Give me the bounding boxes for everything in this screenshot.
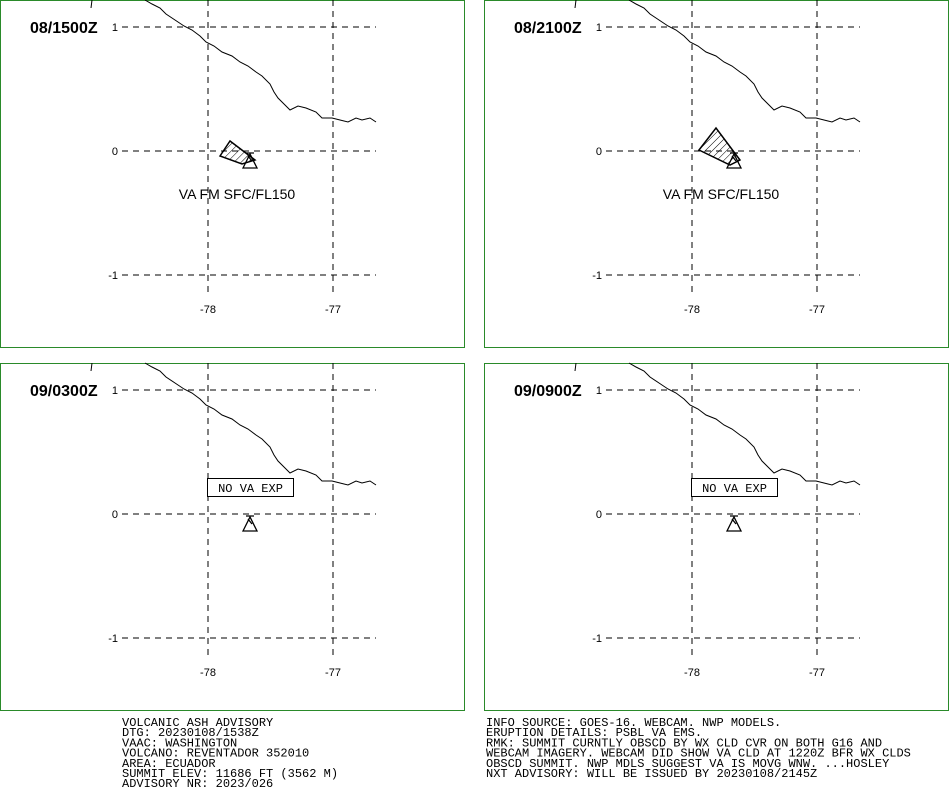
coast-stub xyxy=(574,0,577,9)
volcano-symbol xyxy=(725,515,743,532)
coastline xyxy=(144,362,377,486)
lat-label: 1 xyxy=(596,22,602,34)
panel-frame xyxy=(0,0,465,348)
lon-label: -78 xyxy=(200,667,216,679)
advisory-line: NXT ADVISORY: WILL BE ISSUED BY 20230108… xyxy=(486,767,817,781)
map-panel: 1 0 -1 -78 -77 09/0900Z NO VA EXP xyxy=(484,362,949,711)
advisory-line: AREA: ECUADOR xyxy=(122,757,216,771)
advisory-line: WEBCAM IMAGERY. WEBCAM DID SHOW VA CLD A… xyxy=(486,747,911,761)
lat-label: 1 xyxy=(596,385,602,397)
lat-label: 0 xyxy=(596,146,602,158)
lon-label: -77 xyxy=(325,304,341,316)
lon-label: -78 xyxy=(684,304,700,316)
lat-label: 0 xyxy=(112,509,118,521)
advisory-line: INFO SOURCE: GOES-16. WEBCAM. NWP MODELS… xyxy=(486,716,781,730)
ash-cloud xyxy=(218,139,257,165)
lat-label: 1 xyxy=(112,22,118,34)
lon-label: -77 xyxy=(809,304,825,316)
advisory-line: ADVISORY NR: 2023/026 xyxy=(122,777,273,791)
coastline xyxy=(628,362,861,486)
advisory-line: RMK: SUMMIT CURNTLY OBSCD BY WX CLD CVR … xyxy=(486,736,882,750)
ash-annotation: VA FM SFC/FL150 xyxy=(179,186,296,202)
map-panel: 1 0 -1 -78 -77 08/2100Z VA FM SFC/FL150 xyxy=(484,0,949,348)
lat-label: -1 xyxy=(592,633,602,645)
lat-label: -1 xyxy=(108,270,118,282)
panel-frame xyxy=(484,0,949,348)
coast-stub xyxy=(90,362,93,372)
lat-label: 0 xyxy=(596,509,602,521)
ash-annotation: NO VA EXP xyxy=(702,482,767,496)
advisory-line: ERUPTION DETAILS: PSBL VA EMS. xyxy=(486,726,702,740)
lat-label: -1 xyxy=(592,270,602,282)
volcano-symbol xyxy=(241,515,259,532)
lat-label: 0 xyxy=(112,146,118,158)
advisory-line: SUMMIT ELEV: 11686 FT (3562 M) xyxy=(122,767,338,781)
ash-annotation: VA FM SFC/FL150 xyxy=(663,186,780,202)
advisory-line: OBSCD SUMMIT. NWP MDLS SUGGEST VA IS MOV… xyxy=(486,757,889,771)
coast-stub xyxy=(90,0,93,9)
panel-frame xyxy=(0,363,465,711)
lon-label: -77 xyxy=(809,667,825,679)
ash-annotation: NO VA EXP xyxy=(218,482,283,496)
volcano-symbol xyxy=(725,152,743,169)
advisory-line: DTG: 20230108/1538Z xyxy=(122,726,259,740)
lon-label: -78 xyxy=(200,304,216,316)
valid-time: 09/0300Z xyxy=(30,383,98,400)
panel-frame xyxy=(484,363,949,711)
annotation-box xyxy=(691,478,778,497)
lat-label: 1 xyxy=(112,385,118,397)
coastline xyxy=(144,0,377,123)
coastline xyxy=(628,0,861,123)
advisory-line: VOLCANIC ASH ADVISORY xyxy=(122,716,273,730)
map-panel: 1 0 -1 -78 -77 09/0300Z NO VA EXP xyxy=(0,362,465,711)
lon-label: -78 xyxy=(684,667,700,679)
lon-label: -77 xyxy=(325,667,341,679)
valid-time: 09/0900Z xyxy=(514,383,582,400)
map-panel: 1 0 -1 -78 -77 08/1500Z VA FM SFC/FL150 xyxy=(0,0,465,348)
ash-cloud xyxy=(697,126,742,166)
valid-time: 08/2100Z xyxy=(514,20,582,37)
lat-label: -1 xyxy=(108,633,118,645)
annotation-box xyxy=(207,478,294,497)
coast-stub xyxy=(574,362,577,372)
advisory-line: VOLCANO: REVENTADOR 352010 xyxy=(122,747,309,761)
volcano-symbol xyxy=(241,152,259,169)
advisory-line: VAAC: WASHINGTON xyxy=(122,736,237,750)
valid-time: 08/1500Z xyxy=(30,20,98,37)
